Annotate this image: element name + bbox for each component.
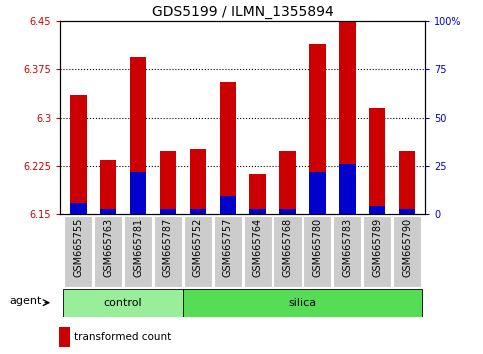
Bar [130, 57, 146, 214]
Bar [339, 164, 355, 214]
Bar [70, 95, 86, 214]
Bar [190, 149, 206, 214]
Bar [160, 151, 176, 214]
Text: GSM665752: GSM665752 [193, 218, 203, 278]
Bar [309, 44, 326, 214]
Bar [249, 174, 266, 214]
Bar [279, 151, 296, 214]
Bar [369, 206, 385, 214]
Bar [249, 209, 266, 214]
Text: agent: agent [9, 296, 42, 306]
Bar [183, 289, 422, 317]
Bar [184, 216, 212, 287]
Text: GSM665757: GSM665757 [223, 218, 233, 278]
Text: GSM665768: GSM665768 [283, 218, 293, 277]
Text: GSM665763: GSM665763 [103, 218, 113, 277]
Bar [100, 160, 116, 214]
Bar [130, 172, 146, 214]
Text: GSM665755: GSM665755 [73, 218, 83, 278]
Bar [333, 216, 361, 287]
Bar [94, 216, 122, 287]
Bar [64, 216, 92, 287]
Bar [279, 209, 296, 214]
Bar [59, 327, 70, 347]
Bar [243, 216, 272, 287]
Bar [70, 202, 86, 214]
Bar [363, 216, 391, 287]
Text: silica: silica [288, 298, 316, 308]
Bar [393, 216, 421, 287]
Bar [273, 216, 301, 287]
Bar [399, 209, 415, 214]
Bar [154, 216, 182, 287]
Text: GSM665790: GSM665790 [402, 218, 412, 277]
Text: GSM665781: GSM665781 [133, 218, 143, 277]
Bar [100, 209, 116, 214]
Bar [124, 216, 152, 287]
Text: GSM665764: GSM665764 [253, 218, 263, 277]
Text: GSM665787: GSM665787 [163, 218, 173, 277]
Text: control: control [104, 298, 142, 308]
Bar [160, 209, 176, 214]
Title: GDS5199 / ILMN_1355894: GDS5199 / ILMN_1355894 [152, 5, 334, 19]
Text: transformed count: transformed count [74, 332, 171, 342]
Bar [190, 209, 206, 214]
Bar [399, 151, 415, 214]
Bar [213, 216, 242, 287]
Bar [303, 216, 331, 287]
Bar [369, 108, 385, 214]
Bar [220, 82, 236, 214]
Bar [339, 21, 355, 214]
Text: GSM665783: GSM665783 [342, 218, 352, 277]
Text: GSM665789: GSM665789 [372, 218, 382, 277]
Bar [309, 172, 326, 214]
Bar [220, 196, 236, 214]
Text: GSM665780: GSM665780 [313, 218, 323, 277]
Bar [63, 289, 183, 317]
